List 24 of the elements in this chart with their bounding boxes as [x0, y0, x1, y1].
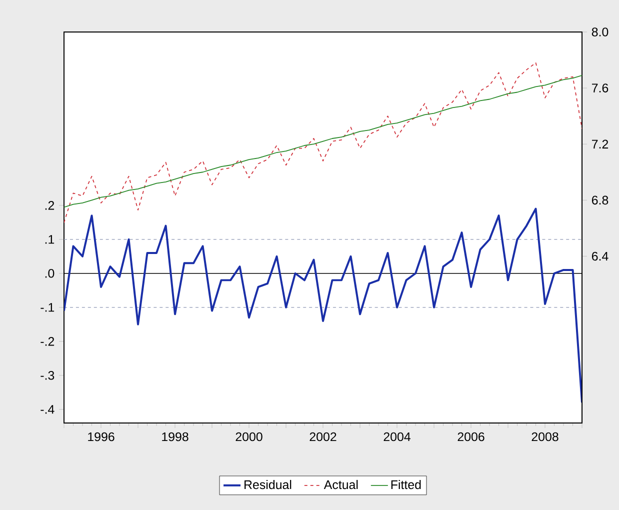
legend-label: Actual — [324, 480, 358, 490]
y2-tick-label: 6.4 — [592, 252, 608, 261]
y-tick-label: .0 — [45, 268, 54, 278]
y-tick-label: -.3 — [40, 370, 54, 380]
y2-tick-label: 6.8 — [592, 196, 608, 205]
y-tick-label: .1 — [45, 235, 54, 244]
x-tick-label: 2008 — [532, 432, 558, 442]
line-series — [64, 62, 582, 224]
x-tick-label: 2000 — [236, 432, 262, 442]
y-tick-label: .2 — [45, 201, 54, 210]
x-tick-label: 1998 — [162, 432, 188, 442]
x-tick-label: 2006 — [458, 432, 484, 442]
legend-label: Residual — [244, 480, 292, 490]
y-tick-label: -.4 — [40, 405, 54, 414]
y2-tick-label: 7.6 — [592, 84, 608, 92]
y-tick-label: -.1 — [40, 303, 54, 312]
x-tick-label: 2002 — [310, 432, 336, 442]
y2-tick-label: 7.2 — [592, 140, 608, 148]
y-tick-label: -.2 — [40, 337, 54, 346]
line-series — [64, 208, 582, 404]
x-tick-label: 2004 — [384, 432, 410, 442]
legend-label: Fitted — [391, 480, 421, 490]
x-tick-label: 1996 — [88, 432, 114, 442]
y2-tick-label: 8.0 — [592, 28, 608, 36]
